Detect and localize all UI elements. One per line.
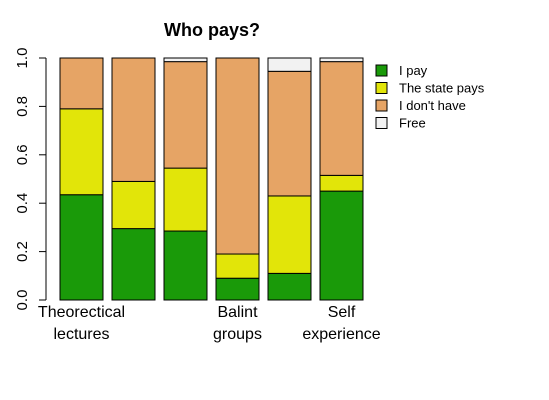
y-tick-label: 0.6	[14, 144, 31, 165]
bar-segment-i-don-t-have-1	[111, 57, 156, 182]
bar-segment-the-state-pays-5	[319, 174, 364, 192]
bar-segment-i-don-t-have-2	[163, 61, 208, 169]
category-label: Theorectical	[38, 304, 125, 321]
legend-swatch	[375, 99, 388, 112]
category-label: groups	[213, 326, 262, 343]
legend-swatch	[375, 82, 388, 94]
bar-segment-i-don-t-have-5	[319, 61, 364, 176]
bar-segment-the-state-pays-3	[215, 253, 260, 279]
bar-segment-i-pay-3	[215, 277, 260, 301]
legend-label: Free	[399, 116, 426, 131]
legend-swatch	[375, 117, 388, 129]
category-labels: Theorectical lectures Balint groups Self expe…	[38, 304, 381, 343]
y-tick-label: 1.0	[14, 48, 31, 69]
bar-segment-the-state-pays-1	[111, 180, 156, 230]
bar-segment-the-state-pays-0	[59, 108, 104, 196]
category-label: experience	[302, 326, 380, 343]
bar-segment-i-don-t-have-3	[215, 57, 260, 255]
chart-title: Who pays?	[164, 20, 260, 40]
bar-segment-the-state-pays-4	[267, 195, 312, 274]
y-tick-label: 0.8	[14, 96, 31, 117]
category-label: lectures	[53, 326, 109, 343]
category-label: Balint	[217, 304, 258, 321]
legend-label: I don't have	[399, 98, 466, 113]
bar-segment-i-pay-5	[319, 190, 364, 301]
legend-swatch	[375, 64, 388, 77]
bar-segment-i-pay-2	[163, 230, 208, 301]
bar-segment-free-2	[163, 57, 208, 63]
y-tick-label: 0.2	[14, 241, 31, 262]
bar-segment-i-pay-1	[111, 228, 156, 301]
legend-label: The state pays	[399, 81, 485, 96]
bar-segment-the-state-pays-2	[163, 167, 208, 232]
bar-segment-free-5	[319, 57, 364, 63]
y-tick-label: 0.0	[14, 290, 31, 311]
y-axis: 0.0 0.2 0.4 0.6 0.8 1.0	[14, 48, 47, 311]
y-tick-label: 0.4	[14, 193, 31, 214]
bar-segment-i-pay-4	[267, 272, 312, 301]
category-label: Self	[328, 304, 356, 321]
bar-segment-i-don-t-have-0	[59, 57, 104, 110]
bars	[59, 57, 364, 301]
legend-label: I pay	[399, 63, 428, 78]
bar-segment-i-don-t-have-4	[267, 70, 312, 197]
bar-segment-free-4	[267, 57, 312, 72]
legend: I pay The state pays I don't have Free	[375, 63, 485, 131]
bar-segment-i-pay-0	[59, 194, 104, 301]
